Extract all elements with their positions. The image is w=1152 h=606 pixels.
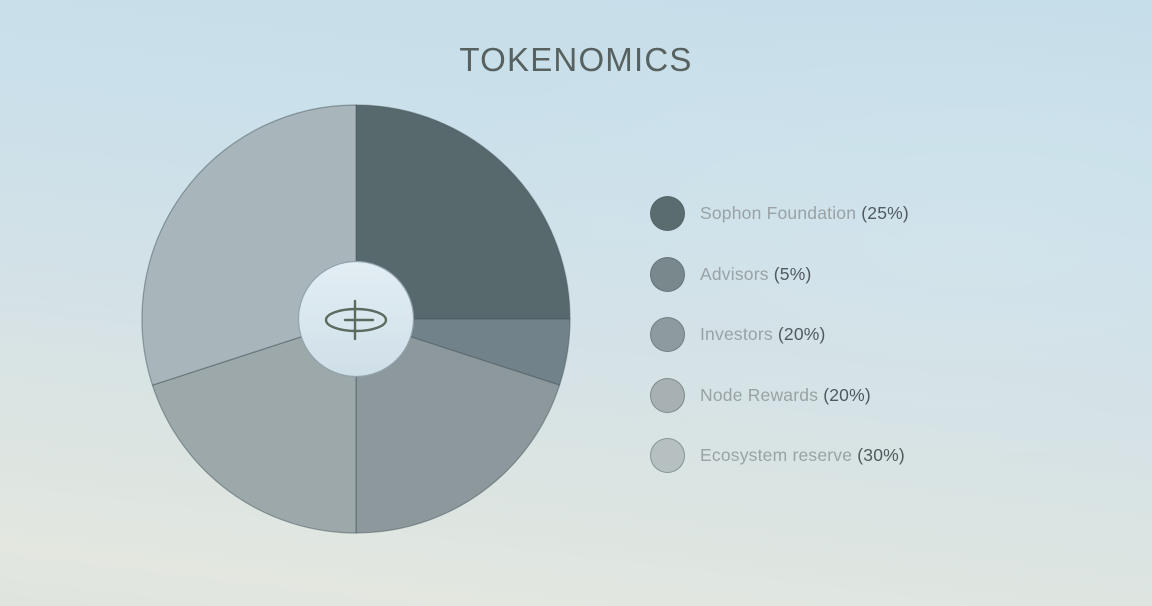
legend-value: (20%) [823,384,871,405]
legend-item-ecosystem-reserve: Ecosystem reserve (30%) [650,438,909,473]
legend-text: Advisors (5%) [700,264,812,285]
pie-slice-investors [355,318,561,534]
pie-slice-sophon-foundation [355,104,571,320]
legend-swatch-advisors [650,256,685,292]
legend-item-sophon-foundation: Sophon Foundation (25%) [650,196,909,231]
legend-text: Node Rewards (20%) [700,385,871,406]
legend-text: Sophon Foundation (25%) [700,203,909,224]
legend-item-node-rewards: Node Rewards (20%) [650,377,909,413]
legend-swatch-node-rewards [650,377,685,413]
legend-swatch-investors [650,317,685,352]
donut-chart-svg [141,104,571,534]
legend-label: Ecosystem reserve [700,445,858,465]
legend-swatch-sophon-foundation [650,196,685,231]
legend-swatch-ecosystem-reserve [650,438,685,473]
legend-label: Investors [700,324,778,344]
page-title: TOKENOMICS [459,41,693,78]
sophon-logo-icon [324,299,388,341]
legend-value: (30%) [857,445,905,465]
legend-label: Node Rewards [700,384,824,405]
legend: Sophon Foundation (25%) Advisors (5%) Inve… [650,196,909,499]
donut-hub [297,260,415,378]
legend-item-investors: Investors (20%) [650,317,909,352]
legend-label: Sophon Foundation [700,203,862,223]
legend-item-advisors: Advisors (5%) [650,256,909,292]
legend-text: Ecosystem reserve (30%) [700,445,905,466]
pie-slice-node-rewards [151,318,357,534]
legend-value: (25%) [861,203,909,223]
legend-value: (20%) [777,324,826,344]
legend-text: Investors (20%) [700,324,826,345]
legend-value: (5%) [773,263,812,284]
legend-label: Advisors [700,263,774,284]
